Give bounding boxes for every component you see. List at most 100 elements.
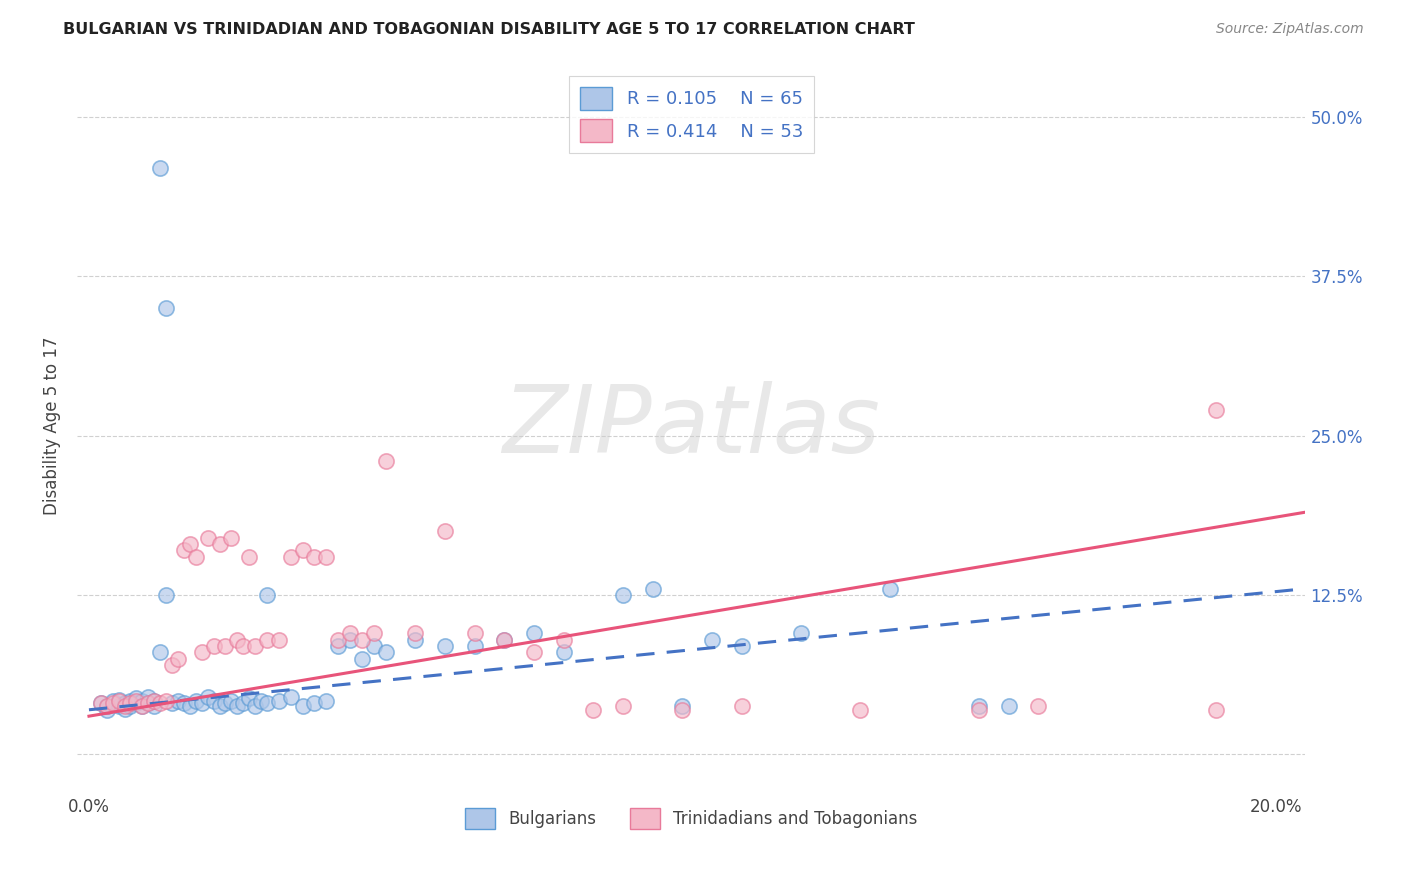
Point xyxy=(155,588,177,602)
Point xyxy=(374,645,396,659)
Point xyxy=(256,697,278,711)
Point xyxy=(208,537,231,551)
Point xyxy=(136,690,159,704)
Point xyxy=(101,694,124,708)
Y-axis label: Disability Age 5 to 17: Disability Age 5 to 17 xyxy=(44,337,60,516)
Point xyxy=(315,694,337,708)
Text: BULGARIAN VS TRINIDADIAN AND TOBAGONIAN DISABILITY AGE 5 TO 17 CORRELATION CHART: BULGARIAN VS TRINIDADIAN AND TOBAGONIAN … xyxy=(63,22,915,37)
Point xyxy=(101,697,124,711)
Point xyxy=(120,694,142,708)
Point xyxy=(879,582,901,596)
Point xyxy=(967,703,990,717)
Point xyxy=(363,626,385,640)
Point xyxy=(114,701,136,715)
Point xyxy=(149,161,172,175)
Point xyxy=(582,703,605,717)
Point xyxy=(523,645,546,659)
Point xyxy=(131,698,153,713)
Point xyxy=(149,645,172,659)
Point xyxy=(221,694,243,708)
Point xyxy=(291,698,314,713)
Point xyxy=(232,639,254,653)
Point xyxy=(700,632,723,647)
Point xyxy=(167,694,190,708)
Point xyxy=(339,632,361,647)
Point xyxy=(179,698,201,713)
Point xyxy=(149,697,172,711)
Point xyxy=(256,588,278,602)
Point xyxy=(494,632,516,647)
Point xyxy=(143,698,166,713)
Point xyxy=(96,698,118,713)
Point xyxy=(238,691,260,706)
Point xyxy=(553,645,575,659)
Point xyxy=(731,698,754,713)
Point xyxy=(328,639,350,653)
Text: Source: ZipAtlas.com: Source: ZipAtlas.com xyxy=(1216,22,1364,37)
Point xyxy=(243,698,266,713)
Point xyxy=(114,697,136,711)
Point xyxy=(143,694,166,708)
Point xyxy=(226,698,249,713)
Point xyxy=(404,632,426,647)
Point xyxy=(214,697,236,711)
Point xyxy=(208,698,231,713)
Point xyxy=(328,632,350,647)
Point xyxy=(612,588,634,602)
Point xyxy=(173,543,195,558)
Point xyxy=(433,639,456,653)
Point xyxy=(202,639,225,653)
Point xyxy=(464,639,486,653)
Point xyxy=(790,626,813,640)
Point xyxy=(221,531,243,545)
Text: ZIPatlas: ZIPatlas xyxy=(502,381,880,472)
Point xyxy=(90,697,112,711)
Point xyxy=(160,697,183,711)
Point xyxy=(304,697,326,711)
Point xyxy=(280,690,302,704)
Point xyxy=(315,549,337,564)
Point xyxy=(114,698,136,713)
Point xyxy=(125,694,148,708)
Point xyxy=(304,549,326,564)
Point xyxy=(464,626,486,640)
Point xyxy=(671,698,693,713)
Point xyxy=(155,301,177,316)
Point xyxy=(190,697,212,711)
Point xyxy=(494,632,516,647)
Point xyxy=(250,694,273,708)
Point xyxy=(350,652,373,666)
Point xyxy=(155,694,177,708)
Legend: Bulgarians, Trinidadians and Tobagonians: Bulgarians, Trinidadians and Tobagonians xyxy=(458,801,924,836)
Point xyxy=(125,691,148,706)
Point xyxy=(179,537,201,551)
Point xyxy=(997,698,1019,713)
Point xyxy=(404,626,426,640)
Point xyxy=(125,697,148,711)
Point xyxy=(433,524,456,539)
Point xyxy=(1028,698,1050,713)
Point xyxy=(1205,703,1227,717)
Point xyxy=(291,543,314,558)
Point xyxy=(136,697,159,711)
Point xyxy=(671,703,693,717)
Point xyxy=(641,582,664,596)
Point xyxy=(136,697,159,711)
Point xyxy=(238,549,260,564)
Point xyxy=(184,549,207,564)
Point xyxy=(267,632,290,647)
Point xyxy=(107,692,129,706)
Point xyxy=(160,658,183,673)
Point xyxy=(120,698,142,713)
Point xyxy=(131,694,153,708)
Point xyxy=(214,639,236,653)
Point xyxy=(107,698,129,713)
Point xyxy=(243,639,266,653)
Point xyxy=(107,694,129,708)
Point xyxy=(226,632,249,647)
Point xyxy=(267,694,290,708)
Point xyxy=(363,639,385,653)
Point xyxy=(731,639,754,653)
Point xyxy=(553,632,575,647)
Point xyxy=(96,703,118,717)
